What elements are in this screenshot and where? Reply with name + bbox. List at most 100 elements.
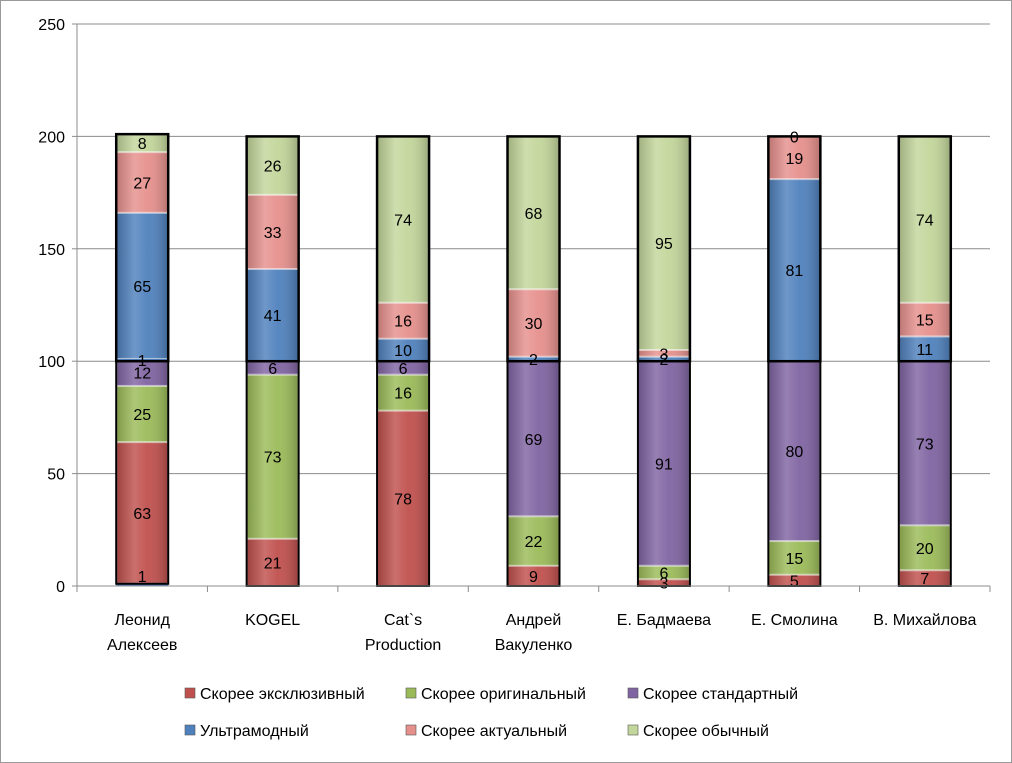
bar-outline-upper — [897, 135, 953, 363]
bar-segment-shading — [898, 570, 951, 586]
bar-segment-shading — [377, 361, 430, 375]
data-label: 73 — [264, 450, 282, 467]
data-label: 16 — [394, 386, 412, 403]
bars — [114, 132, 953, 588]
data-label: 73 — [916, 436, 934, 453]
bar-segment-shading — [246, 269, 299, 362]
x-category-label: KOGEL — [245, 612, 300, 629]
data-label: 2 — [529, 352, 538, 369]
bar-segment-shading — [246, 136, 299, 195]
bar-outline-upper — [245, 135, 300, 363]
bar-segment-shading — [116, 358, 169, 386]
data-label: 19 — [785, 151, 803, 168]
data-label: 21 — [264, 555, 282, 572]
data-label: 5 — [790, 573, 799, 590]
data-labels: 6325126527811217364133267816610167492269… — [133, 129, 933, 592]
x-category-label: Вакуленко — [495, 637, 573, 654]
legend-swatch — [405, 724, 417, 736]
data-label: 15 — [785, 551, 803, 568]
legend-swatch — [405, 687, 417, 699]
legend-label: Скорее эксклюзивный — [200, 686, 365, 703]
data-label: 10 — [394, 343, 412, 360]
bar-segment-shading — [377, 338, 430, 362]
bar-segment-shading — [637, 361, 690, 566]
data-label: 41 — [264, 308, 282, 325]
data-label: 22 — [525, 534, 543, 551]
data-label: 95 — [655, 236, 673, 253]
bar-segment-shading — [116, 385, 169, 443]
bar-segment-shading — [116, 212, 169, 359]
data-label: 63 — [133, 506, 151, 523]
y-tick-label: 200 — [38, 129, 65, 146]
data-label: 74 — [394, 213, 412, 230]
x-category-label: Е. Бадмаева — [617, 612, 711, 629]
legend-label: Скорее актуальный — [421, 723, 567, 740]
data-label: 26 — [264, 159, 282, 176]
data-label: 15 — [916, 313, 934, 330]
bar-segment-shading — [507, 565, 560, 586]
bar-segment-shading — [637, 356, 690, 362]
x-category-label: Алексеев — [107, 637, 177, 654]
legend-label: Скорее обычный — [643, 723, 769, 740]
data-label: 0 — [790, 129, 799, 146]
data-label: 65 — [133, 279, 151, 296]
bar-segment-shading — [507, 356, 560, 362]
data-label: 12 — [133, 365, 151, 382]
legend: Скорее эксклюзивный Скорее оригинальный Ск… — [184, 686, 798, 740]
data-label: 30 — [525, 316, 543, 333]
data-label: 8 — [138, 136, 147, 153]
bar-segment-shading — [116, 152, 169, 213]
bar-segment-shading — [898, 136, 951, 303]
y-tick-label: 0 — [56, 579, 65, 596]
data-label: 1 — [138, 353, 147, 370]
bar-outline-upper — [114, 132, 170, 363]
data-label: 78 — [394, 491, 412, 508]
bar-segment-shading — [507, 136, 560, 290]
bar-segment-shading — [246, 538, 299, 586]
data-label: 33 — [264, 225, 282, 242]
x-category-label: Cat`s — [384, 612, 422, 629]
legend-swatch — [184, 724, 196, 736]
bar-outline-upper — [636, 135, 692, 363]
data-label: 7 — [920, 571, 929, 588]
data-label: 27 — [133, 175, 151, 192]
y-tick-label: 150 — [38, 242, 65, 259]
bar-segment-shading — [898, 361, 951, 526]
bar-outline-upper — [375, 135, 431, 363]
bar-segment-shading — [377, 374, 430, 411]
data-label: 81 — [785, 263, 803, 280]
legend-label: Скорее стандартный — [643, 686, 798, 703]
legend-swatch — [184, 687, 196, 699]
data-label: 3 — [659, 576, 668, 593]
data-label: 11 — [916, 342, 933, 359]
legend-label: Скорее оригинальный — [421, 686, 586, 703]
bar-base-segment — [116, 583, 169, 586]
data-label: 16 — [394, 314, 412, 331]
legend-swatch — [627, 687, 639, 699]
x-category-label: Леонид — [115, 612, 171, 629]
bar-segment-shading — [637, 136, 690, 350]
bar-segment-shading — [637, 565, 690, 580]
data-label: 9 — [529, 569, 538, 586]
data-label: 74 — [916, 213, 934, 230]
x-category-label: Production — [365, 637, 442, 654]
bar-segment-shading — [898, 525, 951, 571]
bar-segment-shading — [637, 349, 690, 357]
bar-segment-shading — [898, 336, 951, 362]
data-label: 69 — [525, 432, 543, 449]
data-label: 68 — [525, 206, 543, 223]
x-category-label: В. Михайлова — [873, 612, 976, 629]
bar-segment-shading — [116, 442, 169, 584]
legend-swatch — [627, 724, 639, 736]
bar-segment-shading — [377, 410, 430, 586]
bar-segment-shading — [507, 361, 560, 517]
bar-outline-upper — [767, 135, 822, 363]
bar-outline-upper — [506, 135, 561, 363]
data-label: 6 — [659, 566, 668, 583]
bar-segment-shading — [116, 134, 169, 153]
data-label: 3 — [659, 346, 668, 363]
data-label: 91 — [655, 456, 673, 473]
bar-segment-shading — [768, 136, 821, 180]
